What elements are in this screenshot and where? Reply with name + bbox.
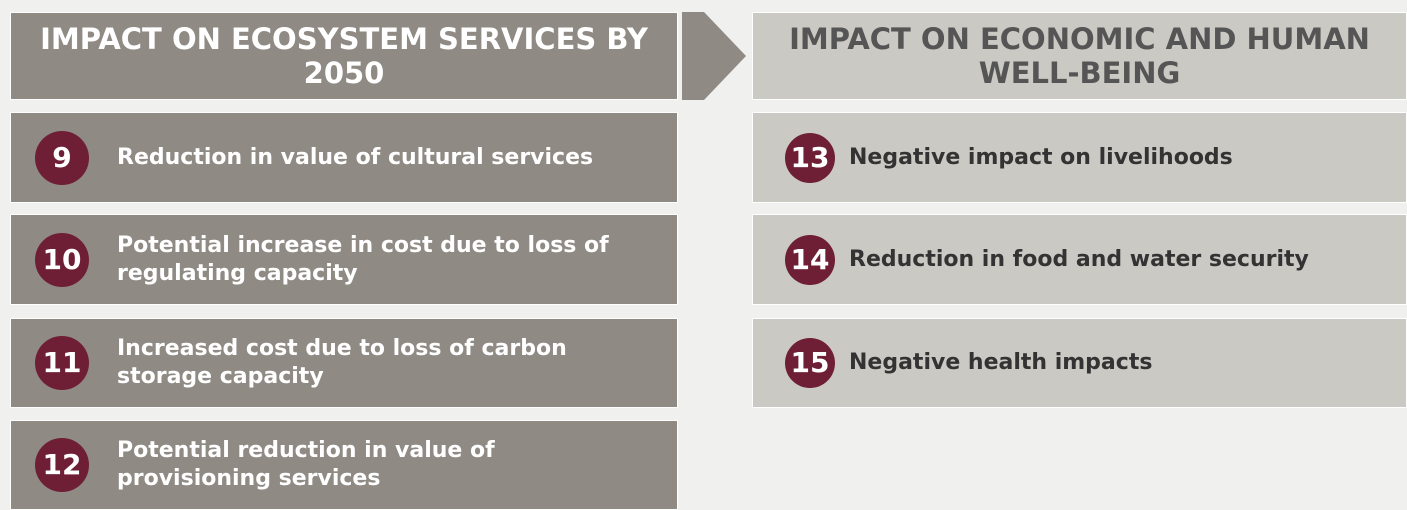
item-box: 12 Potential reduction in value of provis… xyxy=(10,420,678,510)
arrow xyxy=(682,12,746,100)
number-badge: 13 xyxy=(785,132,835,183)
right-header: IMPACT ON ECONOMIC AND HUMAN WELL-BEING xyxy=(752,12,1407,100)
item-text: Increased cost due to loss of carbon sto… xyxy=(117,336,567,389)
item-box: 13 Negative impact on livelihoods xyxy=(752,112,1407,203)
item-box: 14 Reduction in food and water security xyxy=(752,214,1407,305)
number-badge: 14 xyxy=(785,234,835,285)
item-text: Negative health impacts xyxy=(849,350,1153,375)
item-box: 11 Increased cost due to loss of carbon s… xyxy=(10,318,678,408)
item-box: 10 Potential increase in cost due to loss… xyxy=(10,214,678,305)
left-header: IMPACT ON ECOSYSTEM SERVICES BY 2050 xyxy=(10,12,678,100)
number-badge: 10 xyxy=(35,232,89,287)
item-text: Reduction in food and water security xyxy=(849,246,1309,272)
number-badge: 11 xyxy=(35,336,89,390)
number-badge: 15 xyxy=(785,338,835,388)
item-text: Reduction in value of cultural services xyxy=(117,144,594,170)
left-title: IMPACT ON ECOSYSTEM SERVICES BY 2050 xyxy=(40,22,648,90)
item-box: 9 Reduction in value of cultural services xyxy=(10,112,678,203)
item-text: Potential increase in cost due to loss o… xyxy=(117,232,609,286)
item-box: 15 Negative health impacts xyxy=(752,318,1407,408)
right-title: IMPACT ON ECONOMIC AND HUMAN WELL-BEING xyxy=(789,22,1370,90)
number-badge: 12 xyxy=(35,438,89,492)
item-text: Potential reduction in value of provisio… xyxy=(117,438,495,491)
item-text: Negative impact on livelihoods xyxy=(849,144,1233,170)
number-badge: 9 xyxy=(35,130,89,185)
